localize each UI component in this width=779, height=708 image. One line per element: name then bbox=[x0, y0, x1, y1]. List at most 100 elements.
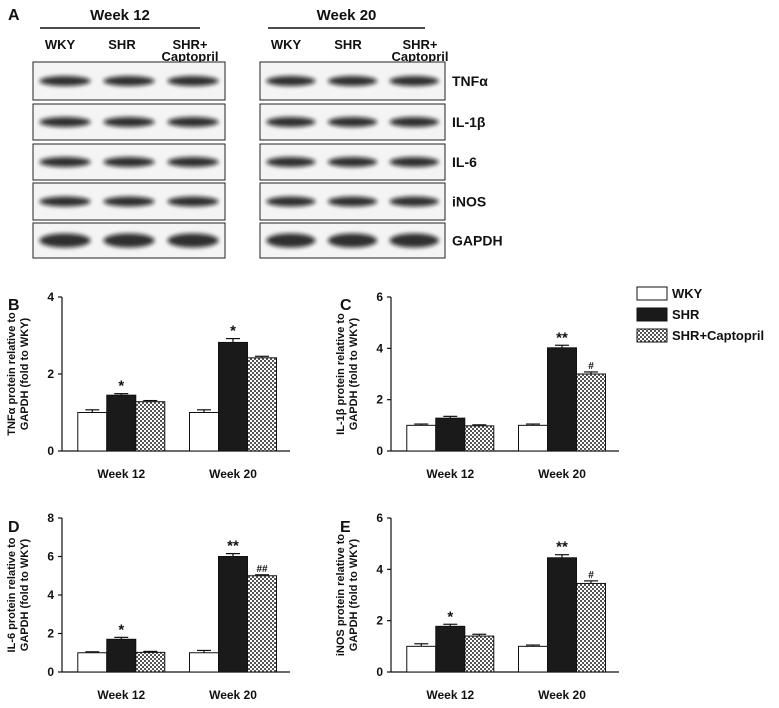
y-tick-label: 0 bbox=[47, 444, 54, 458]
blot-band bbox=[39, 76, 91, 86]
blot-band bbox=[389, 157, 439, 167]
blot-band bbox=[167, 76, 219, 86]
x-tick-label: Week 12 bbox=[97, 688, 145, 702]
lane-label: SHR+ bbox=[402, 37, 437, 52]
lane-label: Captopril bbox=[391, 49, 448, 64]
y-tick-label: 6 bbox=[47, 550, 54, 564]
bar bbox=[464, 635, 495, 673]
bar bbox=[77, 652, 108, 673]
y-tick-label: 4 bbox=[376, 562, 383, 576]
bar bbox=[435, 625, 466, 673]
legend-label: SHR bbox=[672, 307, 700, 322]
y-tick-label: 6 bbox=[376, 511, 383, 525]
protein-label: IL-6 bbox=[452, 154, 477, 170]
bar bbox=[406, 424, 437, 452]
lane-label: WKY bbox=[45, 37, 76, 52]
bar bbox=[576, 373, 606, 452]
significance-label: * bbox=[118, 621, 124, 638]
lane-label: SHR bbox=[108, 37, 136, 52]
significance-label: # bbox=[588, 570, 594, 581]
y-tick-label: 2 bbox=[47, 627, 54, 641]
legend-swatch bbox=[636, 307, 668, 322]
lane-label: WKY bbox=[271, 37, 302, 52]
bar bbox=[464, 425, 495, 452]
blot-band bbox=[389, 117, 439, 127]
blot-band bbox=[327, 196, 378, 207]
y-axis-label: GAPDH (fold to WKY) bbox=[348, 317, 360, 430]
y-tick-label: 0 bbox=[47, 665, 54, 679]
significance-label: ** bbox=[556, 539, 568, 556]
blot-band bbox=[167, 196, 219, 207]
significance-label: * bbox=[447, 608, 453, 625]
blot-band bbox=[103, 233, 155, 248]
bar bbox=[518, 645, 548, 673]
significance-label: * bbox=[230, 323, 236, 340]
legend-label: SHR+Captopril bbox=[672, 328, 764, 343]
blot-band bbox=[266, 233, 316, 248]
legend-swatch bbox=[636, 286, 668, 301]
blot-band bbox=[39, 233, 91, 248]
bar bbox=[106, 638, 137, 673]
blot-band bbox=[103, 117, 155, 127]
bar bbox=[106, 394, 137, 452]
bar bbox=[77, 412, 108, 452]
panel-label: A bbox=[8, 7, 20, 24]
y-tick-label: 0 bbox=[376, 444, 383, 458]
panel-label: C bbox=[340, 297, 352, 314]
bar bbox=[435, 417, 466, 452]
protein-label: TNFα bbox=[452, 73, 488, 89]
significance-label: ** bbox=[556, 329, 568, 346]
blot-band bbox=[167, 117, 219, 127]
blot-band bbox=[266, 76, 316, 86]
y-axis-label: IL-1β protein relative to bbox=[335, 313, 347, 435]
blot-band bbox=[266, 157, 316, 167]
y-axis-label: TNFα protein relative to bbox=[6, 312, 18, 436]
blot-band bbox=[167, 157, 219, 167]
protein-label: GAPDH bbox=[452, 233, 503, 249]
y-tick-label: 2 bbox=[47, 367, 54, 381]
blot-band bbox=[389, 76, 439, 86]
x-tick-label: Week 12 bbox=[426, 688, 474, 702]
group-title: Week 12 bbox=[90, 7, 150, 24]
blot-band bbox=[389, 233, 439, 248]
x-tick-label: Week 12 bbox=[426, 467, 474, 481]
lane-label: Captopril bbox=[161, 49, 218, 64]
y-tick-label: 6 bbox=[376, 290, 383, 304]
y-tick-label: 8 bbox=[47, 511, 54, 525]
bar bbox=[547, 557, 577, 673]
protein-label: IL-1β bbox=[452, 114, 486, 130]
significance-label: ** bbox=[227, 538, 239, 555]
bar bbox=[406, 645, 437, 673]
y-tick-label: 2 bbox=[376, 393, 383, 407]
panel-label: D bbox=[8, 519, 20, 536]
bar bbox=[135, 401, 166, 452]
blot-band bbox=[103, 196, 155, 207]
blot-band bbox=[327, 76, 378, 86]
lane-label: SHR bbox=[334, 37, 362, 52]
bar bbox=[576, 582, 606, 673]
legend-label: WKY bbox=[672, 286, 703, 301]
blot-band bbox=[389, 196, 439, 207]
blot-band bbox=[266, 196, 316, 207]
y-axis-label: GAPDH (fold to WKY) bbox=[19, 538, 31, 651]
bar bbox=[135, 651, 166, 673]
y-tick-label: 2 bbox=[376, 614, 383, 628]
protein-label: iNOS bbox=[452, 194, 486, 210]
x-tick-label: Week 20 bbox=[538, 688, 586, 702]
bar bbox=[189, 412, 219, 452]
y-axis-label: iNOS protein relative to bbox=[335, 534, 347, 657]
blot-band bbox=[167, 233, 219, 248]
bar bbox=[218, 556, 248, 673]
x-tick-label: Week 20 bbox=[209, 467, 257, 481]
lane-label: SHR+ bbox=[172, 37, 207, 52]
y-axis-label: GAPDH (fold to WKY) bbox=[19, 317, 31, 430]
panel-label: E bbox=[340, 519, 351, 536]
x-tick-label: Week 20 bbox=[538, 467, 586, 481]
y-axis-label: GAPDH (fold to WKY) bbox=[348, 538, 360, 651]
y-tick-label: 4 bbox=[47, 588, 54, 602]
blot-band bbox=[39, 196, 91, 207]
blot-band bbox=[327, 117, 378, 127]
blot-band bbox=[266, 117, 316, 127]
bar bbox=[547, 347, 577, 452]
